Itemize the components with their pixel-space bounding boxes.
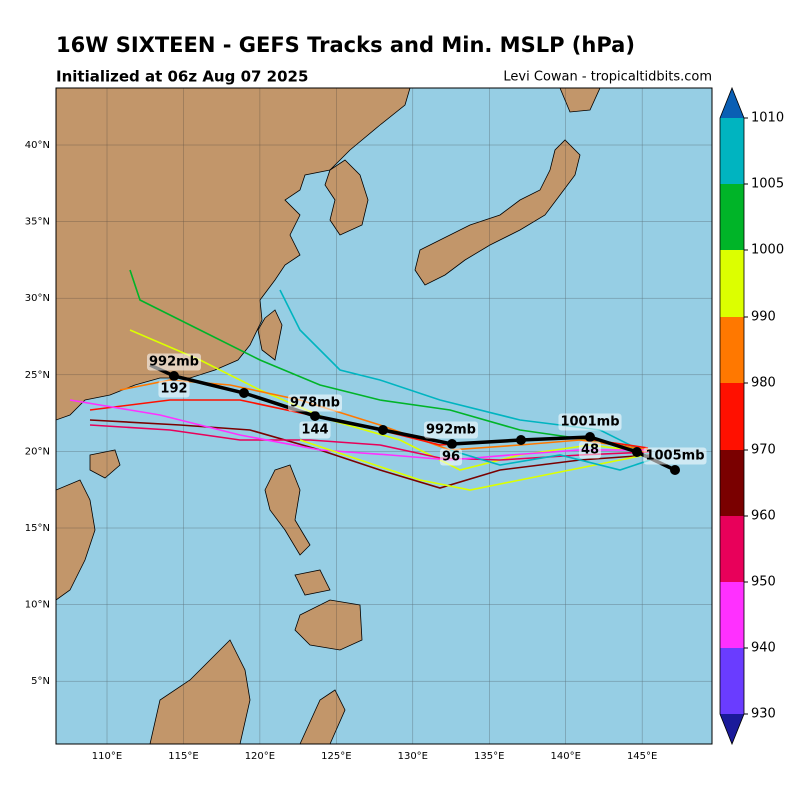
mean-track bbox=[149, 363, 676, 472]
colorbar-segment bbox=[720, 250, 744, 317]
label-box bbox=[424, 421, 478, 439]
colorbar-label: 990 bbox=[751, 310, 776, 325]
colorbar-label: 930 bbox=[751, 707, 776, 722]
colorbar-segment bbox=[720, 450, 744, 516]
track-label: 192 bbox=[160, 382, 187, 397]
label-box bbox=[288, 394, 342, 412]
track-label: 96 bbox=[442, 450, 460, 465]
colorbar-label: 980 bbox=[751, 376, 776, 391]
colorbar-segment bbox=[720, 516, 744, 582]
lon-label: 125°E bbox=[321, 751, 351, 762]
lat-label: 40°N bbox=[25, 140, 50, 151]
lat-label: 25°N bbox=[25, 370, 50, 381]
lon-label: 110°E bbox=[92, 751, 122, 762]
lat-label: 10°N bbox=[25, 600, 50, 611]
track-label: 992mb bbox=[426, 423, 476, 438]
colorbar-label: 950 bbox=[751, 575, 776, 590]
lat-label: 30°N bbox=[25, 293, 50, 304]
track-label: 1001mb bbox=[560, 415, 619, 430]
lat-label: 15°N bbox=[25, 523, 50, 534]
label-box bbox=[439, 448, 463, 466]
lat-label: 5°N bbox=[31, 676, 50, 687]
colorbar-label: 940 bbox=[751, 641, 776, 656]
label-box bbox=[578, 441, 602, 459]
lon-label: 115°E bbox=[168, 751, 198, 762]
credit: Levi Cowan - tropicaltidbits.com bbox=[503, 70, 712, 85]
label-box bbox=[643, 447, 707, 465]
lon-label: 145°E bbox=[627, 751, 657, 762]
label-box bbox=[147, 353, 201, 371]
colorbar-top bbox=[720, 88, 744, 118]
colorbar-segment bbox=[720, 582, 744, 648]
track-label: 48 bbox=[581, 443, 599, 458]
title: 16W SIXTEEN - GEFS Tracks and Min. MSLP … bbox=[56, 33, 635, 57]
lat-label: 20°N bbox=[25, 446, 50, 457]
colorbar-label: 1000 bbox=[751, 243, 784, 258]
label-box bbox=[299, 421, 331, 439]
map-frame bbox=[55, 87, 713, 745]
colorbar-segment bbox=[720, 648, 744, 714]
track-label: 978mb bbox=[290, 396, 340, 411]
label-box bbox=[158, 380, 190, 398]
colorbar: 930 940 950 960 970 980 990 1000 1005 1010 bbox=[719, 86, 784, 746]
colorbar-label: 960 bbox=[751, 509, 776, 524]
map: 1005mb 1001mb 992mb 978mb 992mb 48 96 144 192 bbox=[56, 88, 712, 744]
track-label: 144 bbox=[301, 423, 328, 438]
colorbar-segment bbox=[720, 317, 744, 383]
colorbar-segment bbox=[720, 383, 744, 450]
lat-label: 35°N bbox=[25, 217, 50, 228]
colorbar-segment bbox=[720, 184, 744, 250]
subtitle: Initialized at 06z Aug 07 2025 bbox=[56, 68, 308, 86]
lon-label: 130°E bbox=[398, 751, 428, 762]
label-box bbox=[558, 413, 622, 431]
lon-label: 140°E bbox=[550, 751, 580, 762]
colorbar-label: 1010 bbox=[751, 111, 784, 126]
lon-label: 135°E bbox=[474, 751, 504, 762]
track-label: 992mb bbox=[149, 355, 199, 370]
colorbar-segment bbox=[720, 118, 744, 184]
colorbar-bottom bbox=[720, 714, 744, 744]
lon-label: 120°E bbox=[245, 751, 275, 762]
track-label: 1005mb bbox=[645, 449, 704, 464]
colorbar-label: 1005 bbox=[751, 177, 784, 192]
colorbar-label: 970 bbox=[751, 443, 776, 458]
